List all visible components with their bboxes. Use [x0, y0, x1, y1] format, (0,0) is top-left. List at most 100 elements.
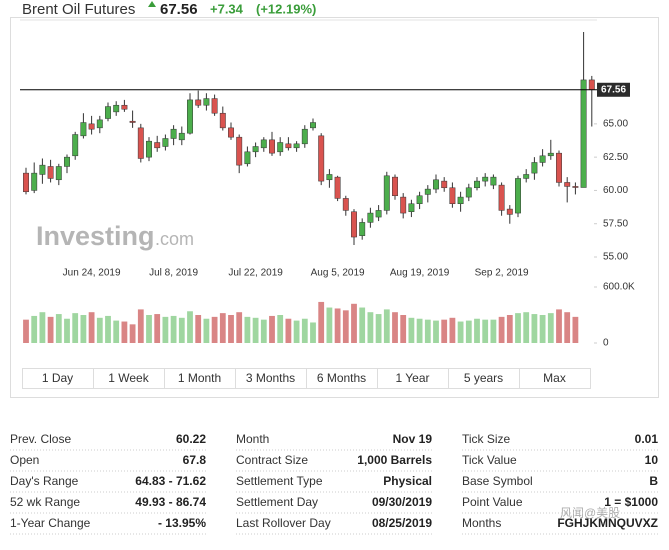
range-button-label[interactable]: 3 Months	[246, 371, 295, 385]
volume-bar	[441, 319, 448, 343]
stat-value: 1 = $1000	[604, 495, 658, 509]
volume-bar	[465, 320, 472, 343]
volume-bar	[211, 316, 218, 343]
candle-body	[351, 211, 357, 238]
stat-value: - 13.95%	[158, 516, 206, 530]
volume-bar	[178, 317, 185, 343]
range-button-label[interactable]: Max	[543, 371, 566, 385]
volume-bar	[408, 317, 415, 343]
volume-bar	[416, 318, 423, 343]
candle-body	[408, 203, 415, 212]
candle-body	[310, 122, 316, 129]
volume-bar	[531, 314, 538, 343]
candle-body	[72, 134, 79, 157]
range-button-label[interactable]: 1 Year	[395, 371, 429, 385]
stat-value: 49.93 - 86.74	[135, 495, 206, 509]
volume-bar	[105, 315, 111, 343]
y-tick-label: 65.00	[603, 118, 628, 129]
x-tick-label: Jun 24, 2019	[63, 268, 121, 279]
candle-body	[392, 176, 398, 197]
candle-body	[277, 142, 284, 153]
candle-body	[515, 178, 521, 214]
candle-body	[539, 155, 546, 163]
stat-label: Contract Size	[236, 453, 308, 467]
candle-body	[47, 166, 54, 179]
candle-body	[482, 176, 489, 182]
x-tick-label: Sep 2, 2019	[475, 268, 529, 279]
volume-bar	[318, 301, 325, 343]
volume-bar	[146, 315, 152, 343]
volume-bar	[457, 321, 464, 343]
x-tick-label: Jul 22, 2019	[228, 268, 283, 279]
volume-bar	[47, 316, 54, 343]
candle-body	[334, 176, 341, 199]
price-change-pct: (+12.19%)	[256, 1, 316, 16]
stat-value: FGHJKMNQUVXZ	[557, 516, 658, 530]
x-tick-label: Aug 5, 2019	[311, 268, 365, 279]
candle-body	[252, 146, 259, 153]
candle-body	[342, 198, 349, 211]
candle-body	[588, 79, 595, 91]
candle-body	[531, 162, 538, 174]
range-button-label[interactable]: 1 Day	[42, 371, 73, 385]
stat-label: Settlement Day	[236, 495, 318, 509]
volume-bar	[482, 319, 489, 343]
stat-label: Point Value	[462, 495, 523, 509]
range-button[interactable]	[519, 368, 591, 389]
overlay-watermark: 风闻@美股	[560, 506, 620, 520]
candle-body	[88, 123, 95, 130]
candle-body	[424, 188, 431, 195]
range-button-label[interactable]: 5 years	[464, 371, 503, 385]
x-tick-label: Aug 19, 2019	[390, 268, 450, 279]
stat-value: 08/25/2019	[372, 516, 432, 530]
volume-bar	[96, 317, 103, 343]
candle-body	[498, 184, 505, 211]
candle-body	[490, 176, 497, 186]
volume-tick-label: 600.0K	[603, 282, 635, 293]
stat-value: 60.22	[176, 432, 206, 446]
volume-bar	[88, 312, 95, 343]
stat-label: Month	[236, 432, 269, 446]
candle-body	[23, 172, 29, 193]
stat-label: Prev. Close	[10, 432, 71, 446]
volume-bar	[342, 310, 349, 343]
candle-body	[236, 136, 243, 166]
range-button-label[interactable]: 1 Month	[178, 371, 221, 385]
volume-bar	[162, 316, 169, 343]
volume-bar	[39, 312, 46, 343]
candle-body	[203, 98, 210, 106]
candle-body	[113, 104, 120, 113]
candle-body	[441, 180, 448, 189]
volume-bar	[252, 317, 259, 343]
y-tick-label: 62.50	[603, 152, 628, 163]
y-tick-label: 60.00	[603, 185, 628, 196]
volume-bar	[539, 315, 546, 343]
volume-bar	[285, 318, 292, 343]
price-change: +7.34	[210, 1, 244, 16]
candle-body	[195, 99, 202, 106]
volume-bar	[400, 315, 407, 343]
volume-bar	[64, 318, 70, 343]
candle-body	[375, 210, 382, 218]
range-button-label[interactable]: 1 Week	[108, 371, 149, 385]
volume-bar	[203, 318, 210, 343]
x-tick-label: Jul 8, 2019	[149, 268, 198, 279]
volume-bar	[556, 309, 562, 343]
range-button-label[interactable]: 6 Months	[317, 371, 366, 385]
last-price-label: 67.56	[601, 84, 626, 95]
candle-body	[523, 174, 530, 179]
stat-value: 64.83 - 71.62	[135, 474, 206, 488]
up-arrow	[148, 1, 156, 7]
candle-body	[433, 179, 439, 190]
watermark-domain: .com	[155, 229, 194, 249]
volume-bar	[515, 313, 521, 343]
volume-bar	[506, 315, 513, 343]
volume-bar	[359, 307, 366, 343]
volume-bar	[383, 309, 390, 343]
candle-body	[170, 128, 177, 139]
candle-body	[400, 196, 407, 214]
volume-bar	[310, 322, 316, 343]
chart-frame	[10, 17, 659, 398]
stat-label: Base Symbol	[462, 474, 533, 488]
